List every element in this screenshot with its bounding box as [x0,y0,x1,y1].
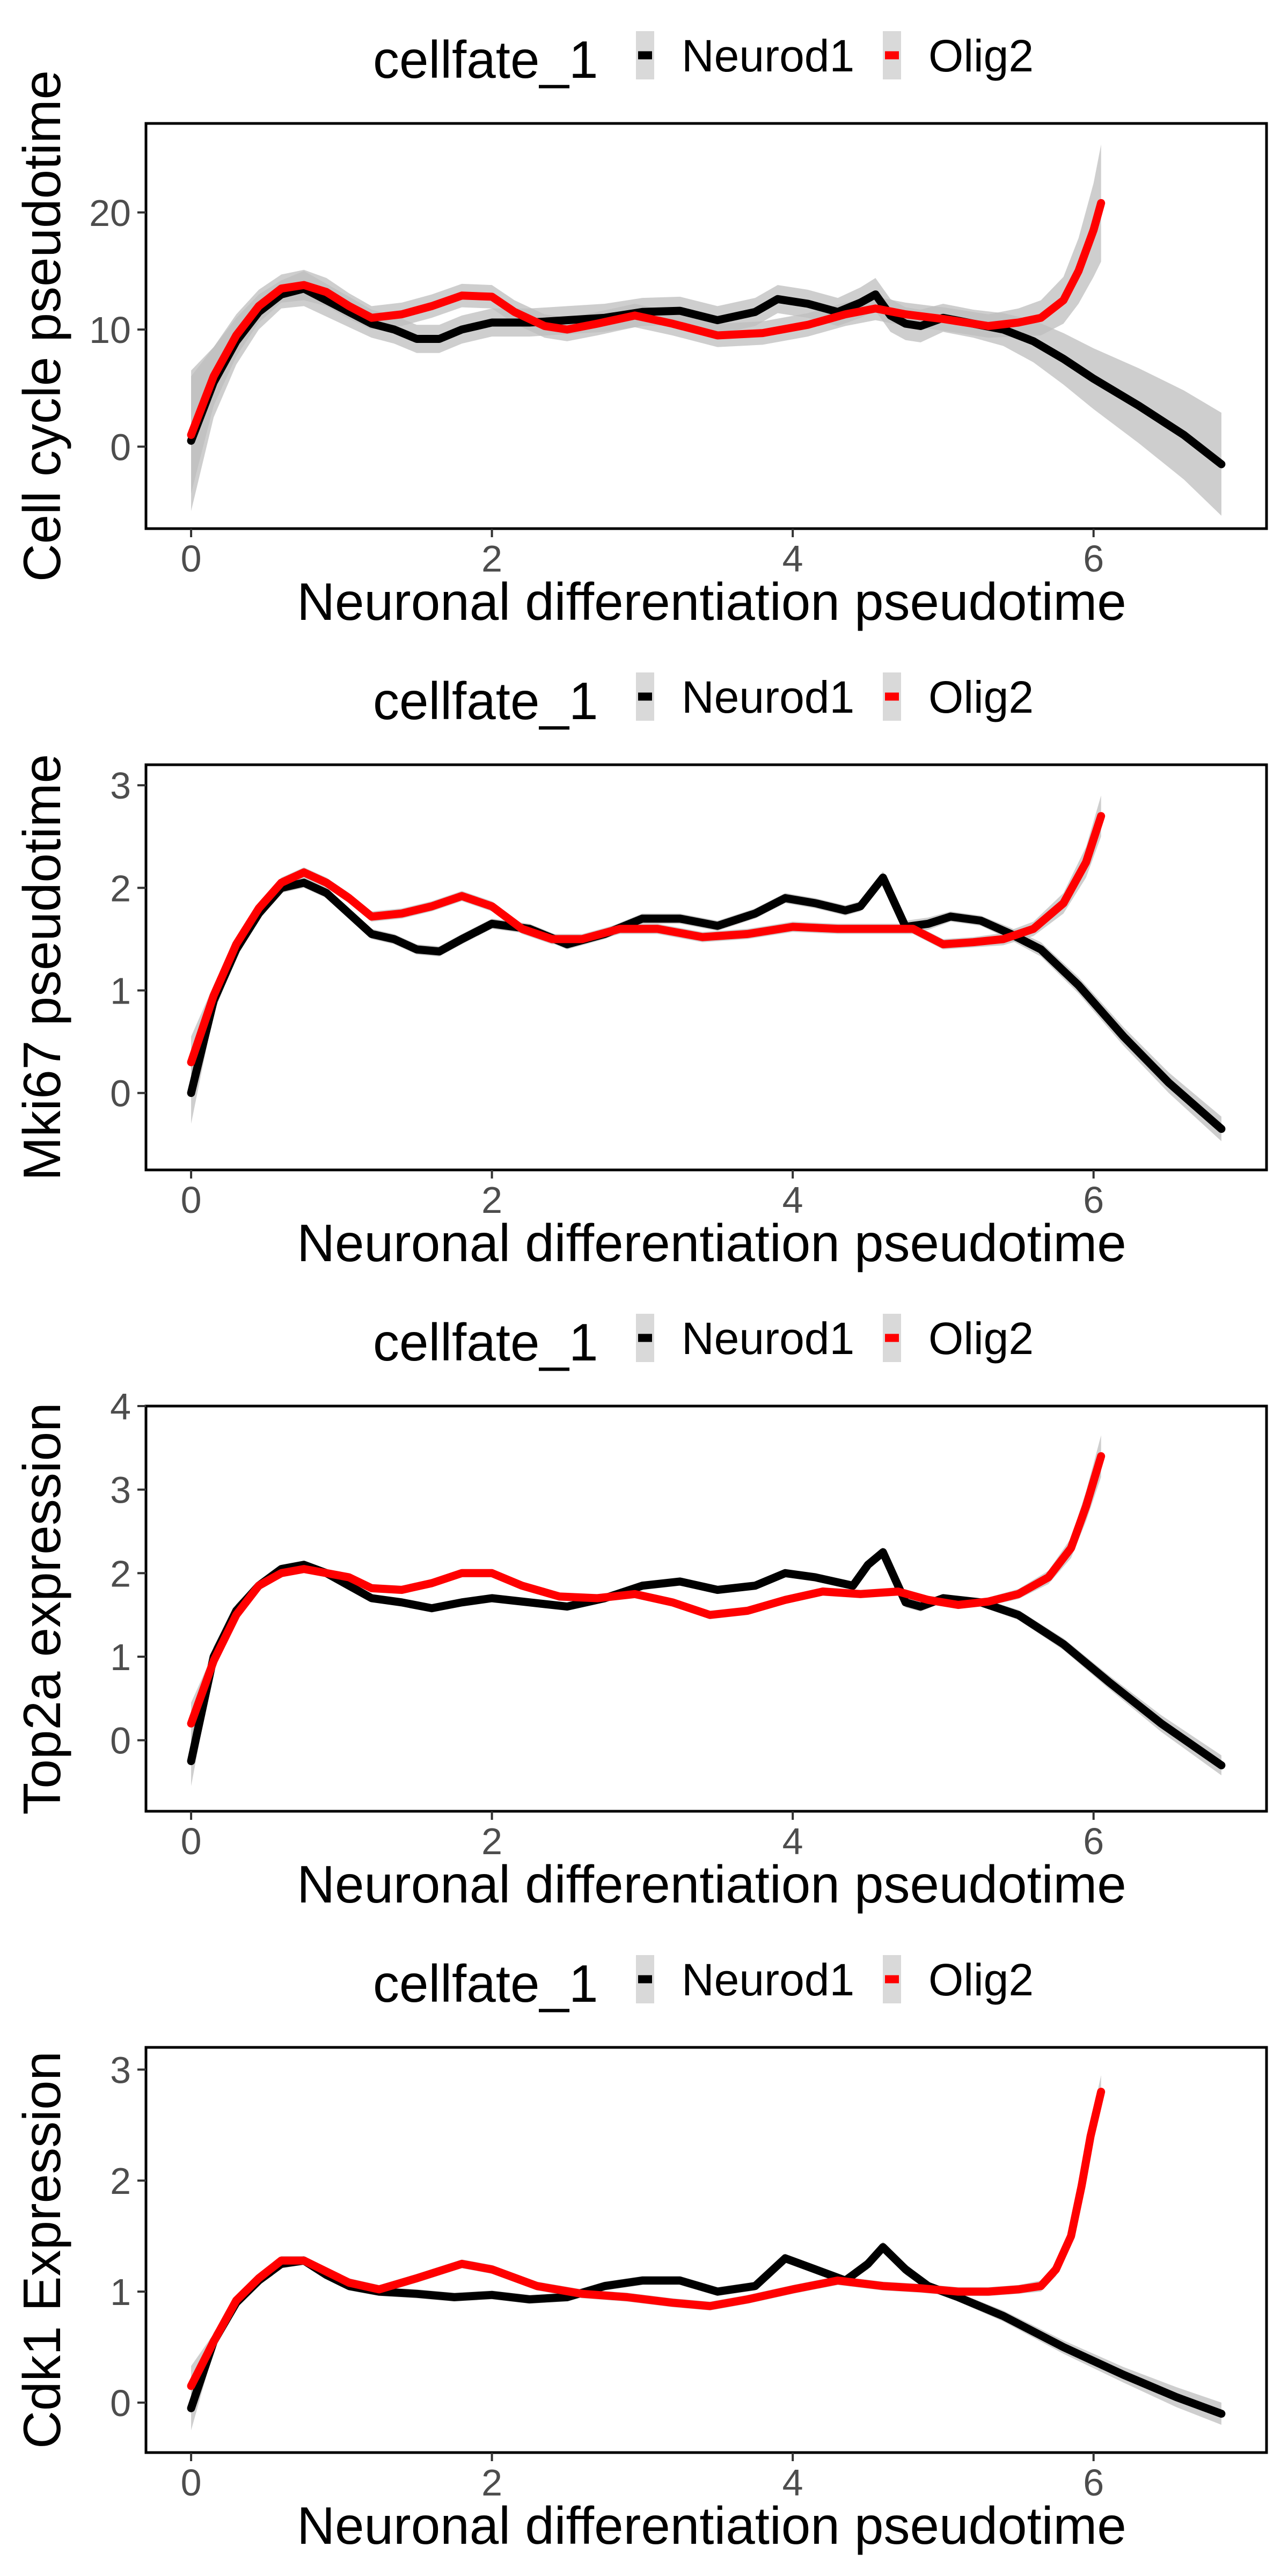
x-tick-label: 0 [181,538,202,580]
plot-frame [144,763,1268,1172]
x-tick-label: 4 [782,2462,803,2504]
y-axis-title: Mki67 pseudotime [12,754,71,1181]
legend: cellfate_1 Neurod1 Olig2 [373,671,1034,730]
x-axis-title: Neuronal differentiation pseudotime [297,2496,1126,2555]
x-axis-title: Neuronal differentiation pseudotime [297,1855,1126,1914]
y-tick-label: 0 [110,426,131,468]
x-tick-label: 6 [1083,1820,1104,1862]
x-tick-label: 4 [782,1179,803,1221]
chart-panel-2: 0 2 4 6 0 1 2 3 Neuronal differentiation pseudot… [0,641,1288,1283]
y-tick-label: 3 [110,2049,131,2091]
y-tick-label: 2 [110,1553,131,1594]
plot-area [187,2075,1226,2431]
x-tick-label: 0 [181,1179,202,1221]
legend-label-olig2: Olig2 [928,1313,1034,1364]
plot-frame [144,2046,1268,2454]
series-line-neurod1 [187,873,1226,1133]
legend-label-olig2: Olig2 [928,672,1034,722]
legend-label-olig2: Olig2 [928,1955,1034,2005]
y-tick-label: 2 [110,2160,131,2202]
y-tick-label: 1 [110,2271,131,2313]
plot-area [187,1435,1226,1787]
x-tick-label: 0 [181,2462,202,2504]
y-tick-label: 3 [110,1469,131,1511]
y-tick-label: 4 [110,1386,131,1428]
legend: cellfate_1 Neurod1 Olig2 [373,30,1034,89]
legend-title: cellfate_1 [373,1954,598,2013]
series-line-olig2 [187,812,1106,1066]
y-tick-label: 3 [110,765,131,807]
x-tick-label: 4 [782,1820,803,1862]
x-tick-label: 2 [481,1820,502,1862]
x-tick-label: 2 [481,2462,502,2504]
x-tick-label: 6 [1083,2462,1104,2504]
legend-label-neurod1: Neurod1 [682,1955,854,2005]
y-tick-label: 0 [110,2382,131,2424]
plot-area [187,144,1226,516]
series-line-olig2 [187,1452,1106,1728]
chart-panel-1: 0 2 4 6 0 10 20 Neuronal differentiation pseudo… [0,0,1288,641]
chart-svg: 0 2 4 6 0 10 20 Neuronal differentiation pseudo… [12,30,1268,631]
x-tick-label: 6 [1083,538,1104,580]
legend: cellfate_1 Neurod1 Olig2 [373,1313,1034,1372]
x-axis-title: Neuronal differentiation pseudotime [297,1213,1126,1272]
y-axis-title: Cell cycle pseudotime [12,70,71,582]
legend-label-neurod1: Neurod1 [682,31,854,81]
plot-frame [144,1404,1268,1813]
confidence-band-olig2 [191,2075,1101,2406]
chart-svg: 0 2 4 6 0 1 2 3 Neuronal differentiation pseudot… [12,671,1268,1272]
x-tick-label: 4 [782,538,803,580]
x-tick-label: 0 [181,1820,202,1862]
legend-title: cellfate_1 [373,30,598,89]
y-tick-label: 20 [89,192,131,234]
y-tick-label: 0 [110,1073,131,1115]
plot-frame [144,122,1268,530]
x-tick-label: 6 [1083,1179,1104,1221]
confidence-band-neurod1 [191,2242,1221,2431]
series-line-olig2 [187,2088,1106,2390]
legend-title: cellfate_1 [373,671,598,730]
series-line-neurod1 [187,2243,1226,2418]
x-axis-title: Neuronal differentiation pseudotime [297,572,1126,631]
y-tick-label: 2 [110,867,131,909]
chart-panel-3: 0 2 4 6 0 1 2 3 4 Neuronal differentiation pseudo… [0,1283,1288,1924]
y-tick-label: 1 [110,1636,131,1678]
series-line-olig2 [187,199,1106,439]
y-tick-label: 1 [110,970,131,1012]
x-tick-label: 2 [481,538,502,580]
x-tick-label: 2 [481,1179,502,1221]
y-tick-label: 0 [110,1720,131,1762]
y-axis-title: Cdk1 Expression [12,2051,71,2449]
legend-label-olig2: Olig2 [928,31,1034,81]
plot-area [187,795,1226,1141]
legend-title: cellfate_1 [373,1313,598,1372]
y-axis-title: Top2a expression [12,1402,71,1814]
series-line-neurod1 [187,1548,1226,1769]
legend-label-neurod1: Neurod1 [682,1313,854,1364]
chart-panel-4: 0 2 4 6 0 1 2 3 Neuronal differentiation pseudot… [0,1924,1288,2565]
y-tick-label: 10 [89,309,131,351]
legend: cellfate_1 Neurod1 Olig2 [373,1954,1034,2013]
legend-label-neurod1: Neurod1 [682,672,854,722]
chart-svg: 0 2 4 6 0 1 2 3 Neuronal differentiation pseudot… [12,1954,1268,2555]
confidence-band-olig2 [191,1435,1101,1745]
